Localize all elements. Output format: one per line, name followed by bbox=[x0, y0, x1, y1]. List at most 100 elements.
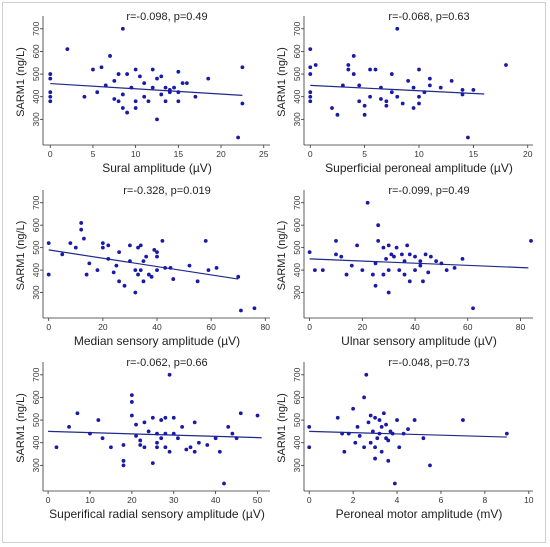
data-point bbox=[376, 239, 381, 243]
data-point bbox=[141, 279, 146, 284]
data-point bbox=[373, 456, 377, 461]
data-point bbox=[100, 436, 105, 441]
data-point bbox=[155, 254, 159, 259]
data-point bbox=[230, 431, 235, 436]
data-point bbox=[339, 254, 344, 259]
data-point bbox=[357, 99, 362, 104]
data-point bbox=[373, 283, 378, 288]
data-point bbox=[377, 431, 382, 436]
data-point bbox=[308, 65, 313, 70]
data-point bbox=[240, 65, 245, 70]
data-point bbox=[402, 259, 407, 264]
data-point bbox=[428, 463, 432, 468]
x-tick-label: 25 bbox=[259, 149, 269, 159]
correlation-annotation: r=-0.062, p=0.66 bbox=[126, 357, 207, 369]
regression-line bbox=[310, 84, 485, 95]
data-point bbox=[379, 424, 384, 429]
data-point bbox=[389, 72, 394, 76]
y-tick-label: 500 bbox=[31, 413, 41, 427]
data-point bbox=[395, 418, 399, 422]
data-point bbox=[360, 268, 365, 272]
data-point bbox=[386, 268, 391, 272]
x-tick-label: 0 bbox=[46, 495, 51, 505]
data-point bbox=[417, 101, 421, 106]
data-point bbox=[375, 436, 380, 441]
x-axis-label: Sural amplitude (µV) bbox=[102, 161, 212, 175]
x-tick-label: 20 bbox=[98, 322, 108, 332]
data-point bbox=[129, 400, 134, 404]
y-tick-label: 700 bbox=[292, 195, 302, 209]
data-point bbox=[452, 265, 457, 270]
data-point bbox=[471, 306, 475, 311]
data-point bbox=[155, 268, 159, 272]
y-tick-label: 500 bbox=[292, 240, 302, 254]
data-point bbox=[373, 415, 377, 420]
data-point bbox=[379, 85, 383, 90]
y-axis-label: SARM1 (ng/L) bbox=[276, 47, 288, 117]
data-point bbox=[106, 256, 111, 261]
data-point bbox=[187, 263, 192, 268]
scatter-panel-5: 300 400 500 600 700 0 10 20 30 40 50 SARM1 (ng/L) Su… bbox=[15, 357, 270, 521]
data-point bbox=[116, 72, 121, 76]
x-tick-label: 20 bbox=[127, 495, 137, 505]
data-point bbox=[418, 263, 423, 268]
data-point bbox=[163, 99, 168, 104]
data-point bbox=[400, 101, 405, 106]
data-point bbox=[386, 458, 391, 463]
data-point bbox=[222, 481, 226, 486]
y-tick-label: 400 bbox=[292, 89, 302, 103]
data-point bbox=[406, 78, 411, 83]
data-point bbox=[167, 372, 172, 377]
scatter-panel-1: 300 400 500 600 700 0 5 10 15 20 25 SARM1 (ng/L) Sur… bbox=[15, 11, 270, 175]
x-tick-label: 10 bbox=[131, 149, 141, 159]
data-point bbox=[99, 65, 104, 70]
y-axis-label: SARM1 (ng/L) bbox=[15, 47, 27, 117]
data-point bbox=[377, 418, 382, 422]
data-point bbox=[379, 97, 383, 101]
data-point bbox=[150, 461, 155, 465]
scatter-panel-4: 300 400 500 600 700 0 20 40 60 80 SARM1 (ng/L) Ulna… bbox=[276, 185, 533, 348]
data-point bbox=[357, 434, 362, 438]
data-point bbox=[100, 245, 105, 250]
correlation-annotation: r=-0.068, p=0.63 bbox=[388, 11, 469, 23]
data-point bbox=[108, 54, 112, 58]
data-point bbox=[91, 67, 95, 72]
data-point bbox=[239, 308, 243, 313]
data-point bbox=[362, 103, 367, 108]
y-tick-label: 400 bbox=[292, 263, 302, 277]
data-point bbox=[48, 90, 53, 95]
y-tick-label: 700 bbox=[31, 21, 41, 35]
data-point bbox=[236, 274, 241, 279]
data-point bbox=[349, 263, 354, 268]
data-point bbox=[129, 413, 134, 418]
data-point bbox=[68, 241, 73, 246]
y-tick-label: 700 bbox=[31, 367, 41, 381]
data-point bbox=[340, 431, 345, 436]
data-point bbox=[163, 431, 168, 436]
data-point bbox=[142, 445, 147, 450]
y-tick-label: 600 bbox=[31, 44, 41, 58]
y-tick-label: 600 bbox=[292, 390, 302, 404]
data-point bbox=[351, 72, 356, 76]
data-point bbox=[65, 47, 70, 52]
x-tick-label: 15 bbox=[174, 149, 184, 159]
data-point bbox=[192, 420, 197, 425]
scatter-panel-3: 300 400 500 600 700 0 20 40 60 80 SARM1 (ng/L) Medi… bbox=[15, 185, 270, 348]
data-point bbox=[109, 445, 113, 450]
data-point bbox=[384, 422, 388, 427]
y-tick-label: 400 bbox=[31, 263, 41, 277]
x-tick-label: 60 bbox=[206, 322, 216, 332]
y-tick-label: 300 bbox=[31, 112, 41, 126]
data-point bbox=[79, 221, 84, 225]
data-point bbox=[423, 252, 428, 257]
data-point bbox=[103, 83, 108, 88]
data-point bbox=[351, 406, 356, 411]
data-point bbox=[159, 74, 164, 79]
data-point bbox=[386, 243, 391, 248]
data-point bbox=[238, 411, 243, 416]
data-point bbox=[226, 424, 231, 429]
data-point bbox=[397, 445, 402, 450]
y-tick-label: 300 bbox=[31, 285, 41, 299]
data-point bbox=[134, 422, 138, 427]
